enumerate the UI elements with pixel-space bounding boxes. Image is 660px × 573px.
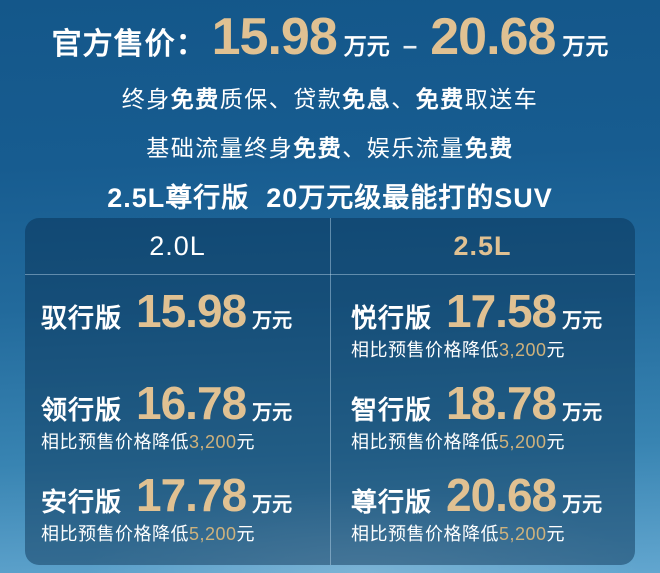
trim-price: 17.78	[136, 469, 247, 521]
discount-amount: 5,200	[499, 524, 547, 545]
discount-note: 相比预售价格降低5,200元	[351, 520, 635, 546]
trim-price-line: 悦行版 17.58 万元	[351, 285, 635, 337]
trim-price: 17.58	[446, 285, 557, 337]
trim-name: 尊行版	[351, 487, 433, 517]
discount-prefix: 相比预售价格降低	[41, 524, 189, 545]
trim-name: 领行版	[41, 395, 123, 425]
trim-price-line: 尊行版 20.68 万元	[351, 469, 635, 521]
trim-row: 悦行版 17.58 万元 相比预售价格降低3,200元	[351, 287, 635, 379]
trim-price-unit: 万元	[562, 494, 603, 516]
official-price-line: 官方售价： 15.98 万元 – 20.68 万元	[0, 10, 660, 65]
benefits-line-1: 终身免费质保、贷款免息、免费取送车	[0, 80, 660, 114]
benefit-highlight: 免息	[342, 85, 392, 112]
discount-amount: 5,200	[499, 432, 547, 453]
trim-price: 15.98	[136, 285, 247, 337]
benefit-highlight: 免费	[293, 134, 343, 161]
trim-row: 智行版 18.78 万元 相比预售价格降低5,200元	[351, 379, 635, 471]
benefit-text: 基础流量终身	[146, 134, 294, 161]
discount-unit: 元	[236, 524, 256, 545]
trim-row: 尊行版 20.68 万元 相比预售价格降低5,200元	[351, 471, 635, 563]
trim-row: 领行版 16.78 万元 相比预售价格降低3,200元	[41, 379, 325, 471]
trim-price: 18.78	[446, 377, 557, 429]
discount-prefix: 相比预售价格降低	[351, 524, 499, 545]
trim-name: 安行版	[41, 487, 123, 517]
trim-row: 驭行版 15.98 万元	[41, 287, 325, 379]
price-low-unit: 万元	[343, 33, 390, 59]
trim-price-unit: 万元	[252, 402, 293, 424]
trim-price-line: 领行版 16.78 万元	[41, 377, 325, 429]
benefit-text: 质保、贷款	[219, 85, 343, 112]
official-price-label: 官方售价：	[51, 28, 207, 61]
trim-price-line: 智行版 18.78 万元	[351, 377, 635, 429]
column-2-0l: 驭行版 15.98 万元 领行版 16.78 万元 相比预售	[25, 275, 325, 565]
trim-row: 安行版 17.78 万元 相比预售价格降低5,200元	[41, 471, 325, 563]
discount-note: 相比预售价格降低5,200元	[351, 428, 635, 454]
discount-amount: 3,200	[189, 432, 237, 453]
trim-price: 16.78	[136, 377, 247, 429]
column-header-2-0l: 2.0L	[149, 230, 206, 261]
discount-unit: 元	[236, 432, 256, 453]
table-header-row: 2.0L 2.5L	[25, 218, 635, 275]
table-body: 驭行版 15.98 万元 领行版 16.78 万元 相比预售	[25, 275, 635, 565]
benefit-text: 取送车	[464, 85, 539, 112]
trim-price-unit: 万元	[562, 402, 603, 424]
discount-prefix: 相比预售价格降低	[41, 432, 189, 453]
benefit-text: 、娱乐流量	[342, 134, 465, 161]
benefit-highlight: 免费	[415, 85, 465, 112]
discount-prefix: 相比预售价格降低	[351, 340, 499, 361]
trim-price: 20.68	[446, 469, 557, 521]
trim-name: 驭行版	[41, 303, 123, 333]
headline-section: 官方售价： 15.98 万元 – 20.68 万元 终身免费质保、贷款免息、免费…	[0, 0, 660, 215]
price-high: 20.68	[430, 8, 556, 66]
trim-name: 悦行版	[351, 303, 433, 333]
benefit-text: 、	[391, 85, 416, 112]
slogan: 2.5L尊行版 20万元级最能打的SUV	[107, 182, 553, 213]
trim-name: 智行版	[351, 395, 433, 425]
discount-note: 相比预售价格降低3,200元	[351, 336, 635, 362]
discount-unit: 元	[546, 524, 566, 545]
column-2-5l: 悦行版 17.58 万元 相比预售价格降低3,200元 智行版 18.78 万元	[325, 275, 635, 565]
benefits-line-2: 基础流量终身免费、娱乐流量免费	[0, 129, 660, 163]
benefit-highlight: 免费	[170, 85, 220, 112]
trim-price-line: 安行版 17.78 万元	[41, 469, 325, 521]
price-low: 15.98	[211, 8, 338, 66]
discount-unit: 元	[546, 340, 566, 361]
price-range-dash: –	[402, 30, 418, 60]
trim-price-unit: 万元	[562, 310, 603, 332]
trim-price-unit: 万元	[252, 494, 293, 516]
trim-price-line: 驭行版 15.98 万元	[41, 285, 325, 337]
price-high-unit: 万元	[562, 33, 609, 59]
discount-note: 相比预售价格降低3,200元	[41, 428, 325, 454]
benefit-text: 终身	[121, 85, 171, 112]
discount-amount: 5,200	[189, 524, 237, 545]
benefit-highlight: 免费	[464, 134, 514, 161]
price-table-panel: 2.0L 2.5L 驭行版 15.98 万元 领行版	[25, 218, 635, 565]
discount-unit: 元	[546, 432, 566, 453]
column-divider	[330, 218, 331, 565]
trim-price-unit: 万元	[252, 310, 293, 332]
discount-amount: 3,200	[499, 340, 547, 361]
discount-prefix: 相比预售价格降低	[351, 432, 499, 453]
discount-note: 相比预售价格降低5,200元	[41, 520, 325, 546]
column-header-2-5l: 2.5L	[453, 230, 512, 261]
